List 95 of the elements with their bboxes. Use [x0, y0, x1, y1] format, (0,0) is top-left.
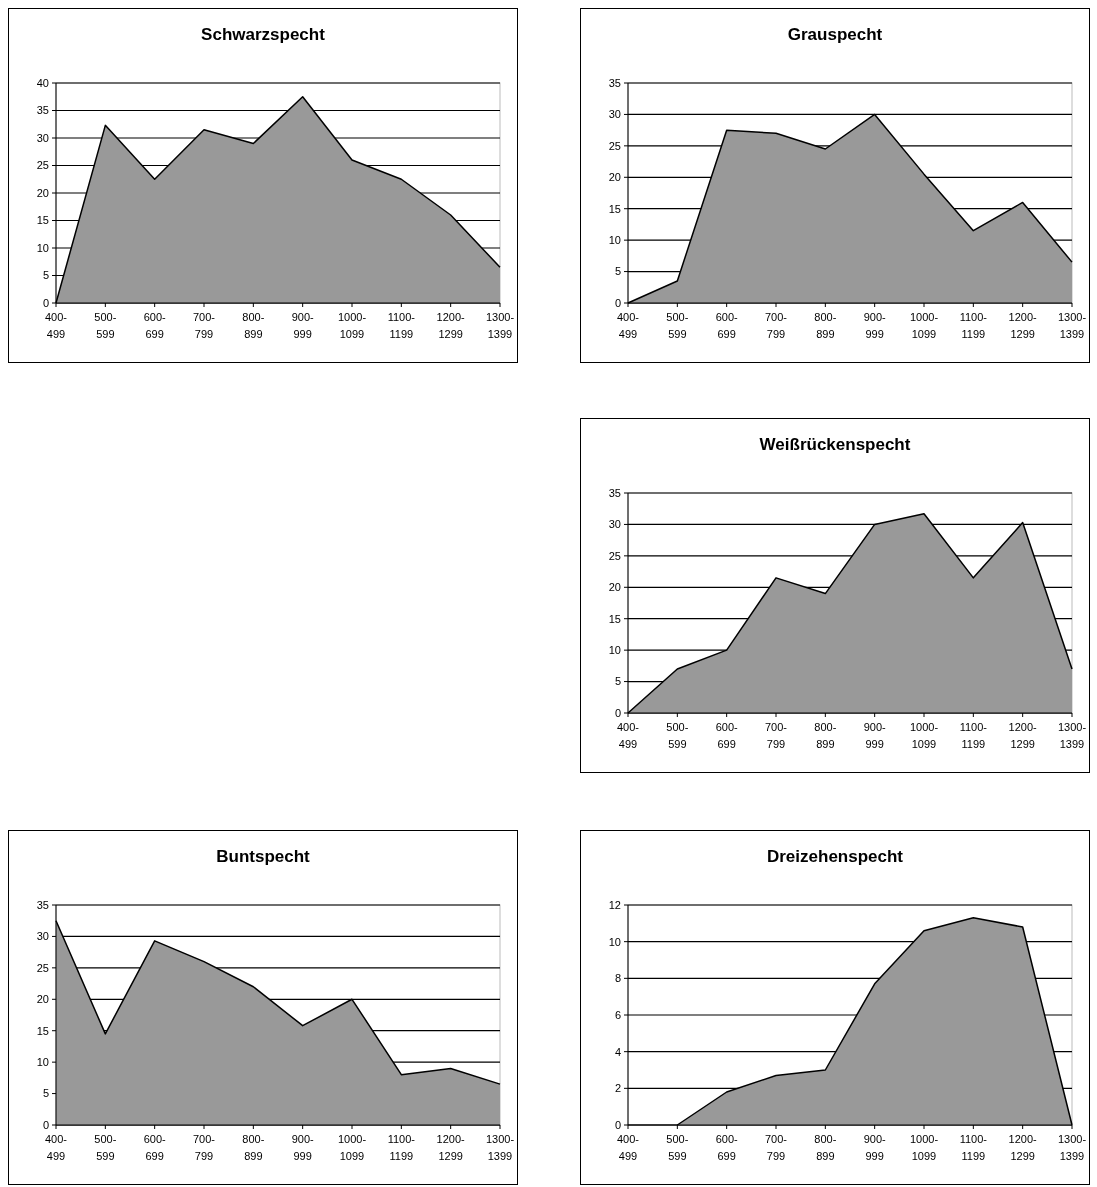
x-tick-label: 1200-1299: [1008, 721, 1038, 750]
x-tick-label: 800-899: [814, 1133, 837, 1162]
x-tick-label: 1200-1299: [436, 1133, 466, 1162]
x-tick-label: 900-999: [291, 311, 314, 340]
x-tick-label: 1000-1099: [909, 721, 939, 750]
y-tick-label: 30: [608, 518, 621, 531]
x-tick-label: 400-499: [616, 1133, 640, 1162]
y-tick-label: 30: [36, 131, 49, 144]
chart-title: Buntspecht: [216, 847, 311, 866]
x-tick-label: 400-499: [616, 311, 640, 340]
x-tick-label: 600-699: [715, 311, 738, 340]
y-tick-label: 12: [608, 898, 621, 911]
y-tick-label: 0: [42, 296, 49, 309]
y-tick-label: 5: [42, 1087, 49, 1100]
x-tick-label: 1300-1399: [485, 1133, 515, 1162]
x-tick-label: 1300-1399: [1057, 1133, 1087, 1162]
y-tick-label: 20: [36, 993, 49, 1006]
y-tick-label: 25: [36, 159, 49, 172]
x-tick-label: 1100-1199: [959, 1133, 988, 1162]
y-tick-label: 0: [614, 296, 621, 309]
x-tick-label: 1100-1199: [959, 311, 988, 340]
x-tick-label: 600-699: [143, 311, 166, 340]
x-tick-label: 500-599: [666, 311, 689, 340]
y-tick-label: 25: [36, 961, 49, 974]
y-tick-label: 40: [36, 76, 49, 89]
x-tick-label: 700-799: [192, 311, 216, 340]
y-tick-label: 10: [608, 233, 621, 246]
x-tick-label: 1200-1299: [1008, 1133, 1038, 1162]
x-tick-label: 1000-1099: [909, 311, 939, 340]
y-tick-label: 35: [608, 76, 621, 89]
x-tick-label: 800-899: [242, 311, 265, 340]
y-tick-label: 30: [36, 930, 49, 943]
y-tick-label: 10: [36, 241, 49, 254]
y-tick-label: 8: [614, 972, 621, 985]
x-tick-label: 500-599: [666, 1133, 689, 1162]
y-tick-label: 4: [614, 1045, 621, 1058]
y-tick-label: 25: [608, 139, 621, 152]
x-tick-label: 700-799: [764, 721, 788, 750]
chart-title: Dreizehenspecht: [766, 847, 904, 866]
x-tick-label: 700-799: [192, 1133, 216, 1162]
x-tick-label: 1100-1199: [959, 721, 988, 750]
y-tick-label: 5: [42, 269, 49, 282]
chart-title: Grauspecht: [787, 25, 883, 44]
x-tick-label: 1000-1099: [337, 1133, 367, 1162]
x-tick-label: 600-699: [143, 1133, 166, 1162]
x-tick-label: 500-599: [94, 311, 117, 340]
x-tick-label: 800-899: [242, 1133, 265, 1162]
y-tick-label: 0: [42, 1118, 49, 1131]
x-tick-label: 700-799: [764, 311, 788, 340]
x-tick-label: 600-699: [715, 721, 738, 750]
x-tick-label: 800-899: [814, 721, 837, 750]
y-tick-label: 15: [608, 202, 621, 215]
x-tick-label: 1200-1299: [1008, 311, 1038, 340]
y-tick-label: 2: [614, 1082, 621, 1095]
x-tick-label: 1000-1099: [337, 311, 367, 340]
y-tick-label: 35: [36, 898, 49, 911]
y-tick-label: 15: [608, 612, 621, 625]
x-tick-label: 400-499: [616, 721, 640, 750]
x-tick-label: 500-599: [666, 721, 689, 750]
y-tick-label: 20: [36, 186, 49, 199]
chart-title: Schwarzspecht: [201, 25, 326, 44]
y-tick-label: 15: [36, 1024, 49, 1037]
x-tick-label: 900-999: [291, 1133, 314, 1162]
y-tick-label: 15: [36, 214, 49, 227]
x-tick-label: 1300-1399: [485, 311, 515, 340]
y-tick-label: 10: [608, 935, 621, 948]
x-tick-label: 1300-1399: [1057, 721, 1087, 750]
x-tick-label: 500-599: [94, 1133, 117, 1162]
y-tick-label: 6: [614, 1008, 621, 1021]
chart-title: Weißrückenspecht: [759, 435, 911, 454]
x-tick-label: 1000-1099: [909, 1133, 939, 1162]
x-tick-label: 400-499: [44, 311, 68, 340]
y-tick-label: 20: [608, 581, 621, 594]
y-tick-label: 35: [608, 486, 621, 499]
y-tick-label: 25: [608, 549, 621, 562]
x-tick-label: 900-999: [863, 721, 886, 750]
y-tick-label: 0: [614, 706, 621, 719]
x-tick-label: 400-499: [44, 1133, 68, 1162]
y-tick-label: 30: [608, 108, 621, 121]
y-tick-label: 35: [36, 104, 49, 117]
x-tick-label: 900-999: [863, 1133, 886, 1162]
y-tick-label: 20: [608, 171, 621, 184]
x-tick-label: 600-699: [715, 1133, 738, 1162]
y-tick-label: 10: [36, 1055, 49, 1068]
x-tick-label: 800-899: [814, 311, 837, 340]
y-tick-label: 5: [614, 675, 621, 688]
y-tick-label: 5: [614, 265, 621, 278]
x-tick-label: 900-999: [863, 311, 886, 340]
x-tick-label: 1100-1199: [387, 311, 416, 340]
y-tick-label: 10: [608, 643, 621, 656]
x-tick-label: 700-799: [764, 1133, 788, 1162]
y-tick-label: 0: [614, 1118, 621, 1131]
x-tick-label: 1300-1399: [1057, 311, 1087, 340]
x-tick-label: 1100-1199: [387, 1133, 416, 1162]
x-tick-label: 1200-1299: [436, 311, 466, 340]
